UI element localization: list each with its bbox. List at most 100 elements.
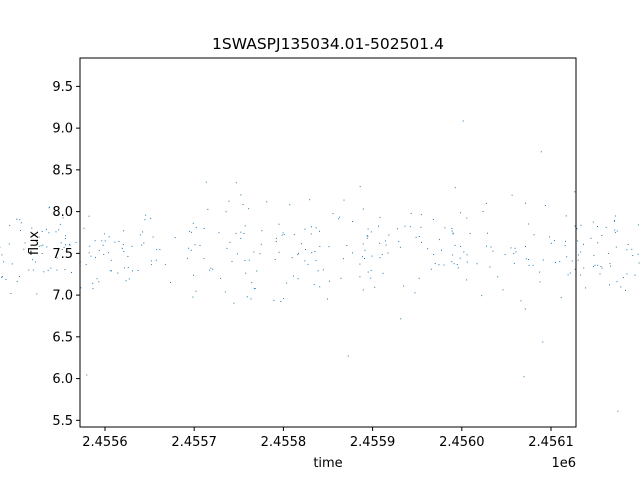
- data-point: [229, 241, 231, 243]
- data-point: [466, 254, 468, 256]
- data-point: [634, 274, 636, 276]
- data-point: [155, 259, 157, 261]
- data-point: [466, 261, 468, 263]
- data-point: [523, 376, 525, 378]
- data-point: [626, 273, 628, 275]
- data-point: [314, 251, 316, 252]
- data-point: [275, 237, 277, 239]
- data-point: [132, 270, 133, 272]
- data-point: [164, 263, 166, 265]
- data-point: [441, 249, 442, 251]
- data-point: [5, 279, 7, 281]
- data-point: [627, 244, 629, 245]
- data-point: [620, 286, 622, 288]
- data-point: [104, 240, 106, 242]
- data-point: [460, 212, 461, 214]
- data-point: [614, 220, 615, 222]
- data-point: [532, 264, 534, 266]
- data-point: [597, 242, 599, 244]
- data-point: [191, 231, 192, 233]
- data-point: [616, 281, 618, 283]
- data-point: [565, 240, 566, 242]
- data-point: [242, 204, 244, 206]
- data-point: [280, 301, 282, 302]
- data-point: [108, 252, 109, 254]
- data-point: [370, 231, 372, 233]
- data-point: [615, 246, 617, 248]
- data-point: [361, 256, 363, 258]
- data-point: [433, 254, 435, 255]
- data-point: [370, 269, 372, 271]
- data-point: [56, 269, 58, 271]
- data-point: [613, 220, 615, 221]
- data-point: [609, 284, 610, 286]
- data-point: [24, 242, 26, 244]
- data-point: [43, 271, 45, 273]
- data-point: [452, 232, 454, 234]
- data-point: [359, 186, 361, 188]
- data-point: [69, 244, 71, 246]
- data-point: [617, 410, 619, 412]
- data-point: [385, 244, 387, 246]
- data-point: [240, 237, 242, 239]
- data-point: [203, 258, 205, 260]
- data-point: [38, 245, 40, 247]
- y-tick-label: 8.0: [52, 205, 73, 220]
- data-point: [62, 217, 64, 219]
- data-point: [476, 263, 478, 265]
- data-point: [614, 232, 616, 234]
- data-point: [121, 247, 123, 249]
- data-point: [614, 215, 616, 217]
- data-point: [599, 273, 601, 275]
- data-point: [42, 244, 44, 246]
- data-point: [59, 223, 61, 225]
- data-point: [460, 246, 462, 247]
- data-point: [220, 277, 222, 279]
- data-point: [454, 244, 456, 246]
- data-point: [427, 248, 429, 250]
- data-point: [381, 254, 383, 255]
- data-point: [20, 230, 21, 231]
- data-point: [583, 267, 585, 269]
- data-point: [574, 191, 576, 193]
- data-point: [515, 251, 517, 253]
- data-point: [462, 120, 464, 122]
- data-point: [41, 230, 43, 232]
- data-point: [235, 232, 237, 234]
- data-point: [124, 267, 125, 269]
- data-point: [579, 274, 581, 276]
- data-point: [244, 225, 246, 227]
- data-point: [580, 251, 582, 253]
- data-point: [20, 222, 22, 224]
- data-point: [311, 252, 313, 254]
- data-point: [102, 244, 104, 246]
- data-point: [18, 276, 20, 277]
- data-point: [451, 230, 453, 232]
- data-point: [459, 257, 461, 259]
- data-point: [481, 295, 483, 297]
- data-point: [528, 259, 529, 260]
- data-point: [240, 194, 242, 196]
- data-point: [566, 256, 568, 258]
- data-point: [421, 241, 422, 243]
- data-point: [250, 298, 252, 300]
- data-point: [123, 230, 125, 232]
- data-point: [188, 247, 190, 249]
- data-point: [362, 208, 364, 210]
- y-tick-label: 9.0: [52, 122, 73, 137]
- data-point: [240, 231, 242, 233]
- data-point: [340, 277, 342, 279]
- data-point: [466, 279, 468, 281]
- y-tick-label: 6.0: [52, 372, 73, 387]
- data-point: [567, 274, 569, 276]
- data-point: [108, 236, 110, 238]
- data-point: [577, 259, 579, 261]
- data-point: [89, 245, 91, 247]
- data-point: [283, 298, 285, 299]
- data-point: [404, 225, 406, 227]
- data-point: [10, 293, 12, 294]
- data-point: [150, 264, 152, 266]
- data-point: [224, 291, 226, 293]
- data-point: [298, 252, 299, 254]
- data-point: [65, 235, 67, 237]
